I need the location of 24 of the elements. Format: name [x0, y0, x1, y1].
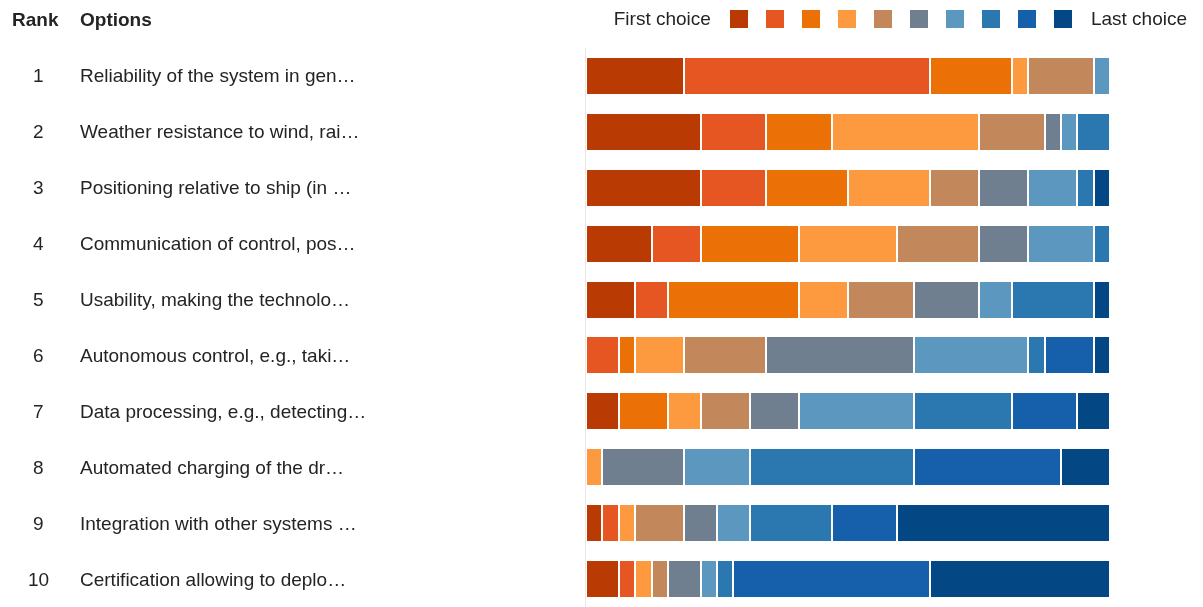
- y-tick-label: Weather resistance to wind, rai…: [80, 121, 360, 142]
- text: 8: [33, 457, 44, 478]
- text: Options: [80, 9, 152, 30]
- y-tick-label: Certification allowing to deplo…: [80, 569, 347, 590]
- text: Rank: [12, 9, 59, 30]
- text: 1: [33, 65, 44, 86]
- y-tick-label: Reliability of the system in gen…: [80, 65, 356, 86]
- text: 9: [33, 513, 44, 534]
- text: 7: [33, 401, 44, 422]
- y-tick-label: Positioning relative to ship (in …: [80, 177, 352, 198]
- y-tick-label: Autonomous control, e.g., taki…: [80, 345, 351, 366]
- text: 4: [33, 233, 44, 254]
- y-tick-label: Communication of control, pos…: [80, 233, 356, 254]
- text: 3: [33, 177, 44, 198]
- text: 6: [33, 345, 44, 366]
- text: 10: [28, 569, 50, 590]
- y-tick-label: Data processing, e.g., detecting…: [80, 401, 367, 422]
- text: 5: [33, 289, 44, 310]
- y-tick-label: Automated charging of the dr…: [80, 457, 345, 478]
- text: 2: [33, 121, 44, 142]
- text: Last choice: [1090, 8, 1187, 30]
- y-tick-label: Integration with other systems …: [80, 513, 357, 534]
- y-tick-label: Usability, making the technolo…: [80, 289, 350, 310]
- text: First choice: [613, 8, 711, 30]
